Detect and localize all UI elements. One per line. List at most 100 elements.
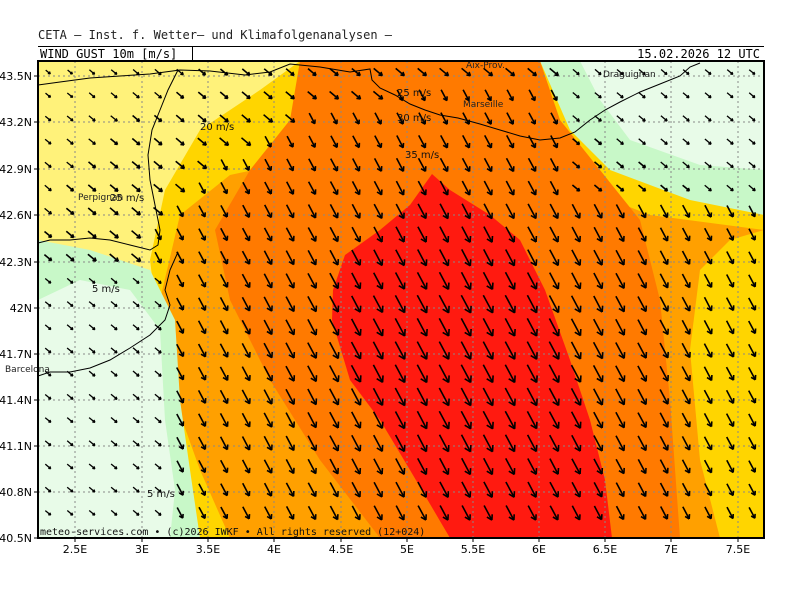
- city-labels: Aix-Prov. Marseille Draguignan Perpignan…: [5, 61, 656, 375]
- wind-arrow: [87, 230, 97, 239]
- wind-arrow: [417, 67, 428, 77]
- wind-arrow: [65, 253, 75, 262]
- wind-arrow: [44, 463, 52, 470]
- wind-arrow: [132, 370, 140, 377]
- contour-label: 5 m/s: [147, 489, 175, 500]
- lat-tick-label: 40.8N: [0, 486, 32, 499]
- wind-arrow: [615, 295, 626, 313]
- wind-arrow: [704, 204, 713, 218]
- wind-arrow: [219, 320, 229, 335]
- wind-arrow: [548, 318, 560, 337]
- wind-arrow: [549, 67, 560, 77]
- wind-arrow: [681, 436, 691, 451]
- wind-arrow: [682, 138, 690, 145]
- wind-arrow: [351, 249, 362, 266]
- wind-arrow: [615, 342, 626, 359]
- wind-arrow: [350, 388, 362, 406]
- wind-arrow: [285, 91, 295, 100]
- wind-arrow: [438, 457, 450, 476]
- wind-arrow: [351, 203, 361, 219]
- wind-arrow: [439, 67, 450, 77]
- wind-arrow: [328, 318, 340, 336]
- wind-arrow: [66, 161, 74, 169]
- wind-arrow: [154, 509, 162, 516]
- wind-arrow: [748, 228, 757, 241]
- wind-arrow: [725, 389, 735, 404]
- wind-arrow: [330, 112, 338, 125]
- city-label: Draguignan: [603, 70, 656, 80]
- wind-arrow: [681, 482, 691, 497]
- wind-arrow: [548, 387, 560, 407]
- wind-arrow: [44, 301, 52, 307]
- wind-arrow: [681, 389, 691, 405]
- coastline-france: [38, 62, 701, 141]
- wind-arrow: [197, 366, 207, 381]
- wind-arrow: [637, 365, 648, 382]
- wind-arrow: [88, 115, 96, 122]
- wind-arrow: [131, 183, 141, 193]
- wind-arrow: [241, 389, 251, 405]
- wind-arrow: [241, 459, 251, 474]
- wind-arrow: [219, 91, 229, 100]
- wind-arrow: [264, 181, 273, 195]
- wind-arrow: [615, 272, 626, 289]
- wind-arrow: [726, 228, 735, 241]
- wind-arrow: [307, 227, 317, 242]
- wind-arrow: [197, 91, 207, 100]
- wind-arrow: [592, 388, 604, 406]
- wind-arrow: [460, 387, 472, 407]
- wind-arrow: [725, 297, 735, 312]
- wind-arrow: [659, 296, 669, 312]
- wind-arrow: [483, 67, 494, 77]
- wind-arrow: [748, 483, 756, 496]
- wind-arrow: [263, 91, 273, 100]
- lon-tick-label: 6.5E: [593, 543, 617, 556]
- wind-arrow: [285, 181, 295, 195]
- lon-tick-label: 3E: [135, 543, 149, 556]
- wind-arrow: [307, 181, 317, 195]
- parameter-label: WIND GUST 10m [m/s]: [40, 47, 178, 61]
- wind-arrow: [241, 296, 251, 312]
- wind-arrow: [438, 410, 450, 430]
- wind-arrow: [394, 341, 406, 360]
- lon-tick-label: 7.5E: [726, 543, 750, 556]
- wind-arrow: [616, 138, 624, 146]
- wind-arrow: [44, 207, 53, 215]
- wind-arrow: [154, 68, 162, 76]
- wind-arrow: [483, 135, 493, 149]
- wind-arrow: [726, 483, 735, 497]
- wind-arrow: [483, 505, 493, 521]
- wind-arrow: [329, 482, 339, 498]
- wind-arrow: [659, 365, 669, 382]
- wind-arrow: [88, 138, 96, 145]
- wind-arrow: [132, 486, 140, 493]
- wind-arrow: [284, 113, 296, 123]
- wind-arrow: [725, 274, 735, 288]
- wind-arrow: [307, 365, 318, 383]
- wind-arrow: [571, 505, 581, 521]
- wind-arrow: [504, 364, 516, 384]
- wind-arrow: [197, 297, 207, 311]
- wind-arrow: [548, 341, 560, 360]
- wind-arrow: [263, 365, 273, 382]
- wind-arrow: [593, 435, 604, 452]
- wind-arrow: [703, 320, 713, 335]
- wind-arrow: [704, 92, 712, 99]
- wind-arrow: [438, 294, 450, 314]
- wind-arrow: [198, 460, 207, 474]
- wind-arrow: [638, 69, 646, 76]
- wind-arrow: [418, 112, 427, 125]
- wind-arrow: [263, 482, 273, 497]
- wind-arrow: [264, 135, 272, 148]
- wind-arrow: [660, 92, 668, 99]
- wind-arrow: [703, 389, 713, 405]
- wind-arrow: [241, 436, 251, 451]
- wind-arrow: [570, 388, 582, 406]
- wind-arrow: [548, 295, 560, 314]
- lon-tick-label: 4.5E: [329, 543, 353, 556]
- wind-arrow: [504, 458, 516, 476]
- wind-arrow: [615, 411, 626, 429]
- wind-arrow: [615, 388, 626, 406]
- wind-arrow: [550, 89, 558, 102]
- wind-arrow: [484, 112, 493, 125]
